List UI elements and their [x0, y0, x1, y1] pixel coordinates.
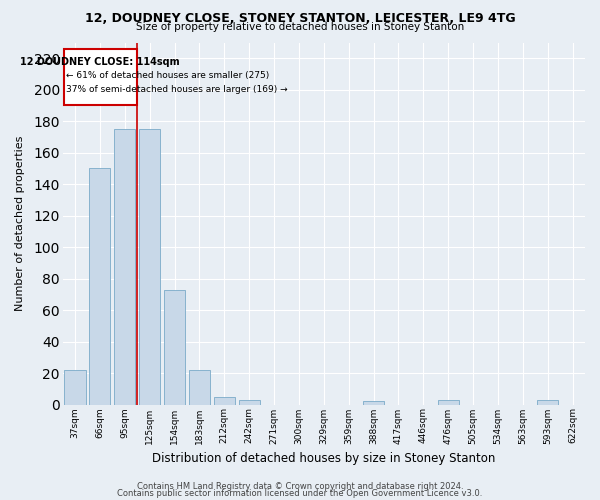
Text: Size of property relative to detached houses in Stoney Stanton: Size of property relative to detached ho…	[136, 22, 464, 32]
Text: 37% of semi-detached houses are larger (169) →: 37% of semi-detached houses are larger (…	[66, 85, 287, 94]
Text: Contains HM Land Registry data © Crown copyright and database right 2024.: Contains HM Land Registry data © Crown c…	[137, 482, 463, 491]
Text: 12 DOUDNEY CLOSE: 114sqm: 12 DOUDNEY CLOSE: 114sqm	[20, 56, 180, 66]
Y-axis label: Number of detached properties: Number of detached properties	[15, 136, 25, 311]
Bar	[437, 400, 459, 404]
FancyBboxPatch shape	[64, 49, 137, 106]
Bar	[139, 129, 160, 404]
Bar	[189, 370, 210, 404]
Text: 12, DOUDNEY CLOSE, STONEY STANTON, LEICESTER, LE9 4TG: 12, DOUDNEY CLOSE, STONEY STANTON, LEICE…	[85, 12, 515, 26]
Text: ← 61% of detached houses are smaller (275): ← 61% of detached houses are smaller (27…	[66, 71, 269, 80]
Bar	[363, 402, 384, 404]
Bar	[214, 396, 235, 404]
Text: Contains public sector information licensed under the Open Government Licence v3: Contains public sector information licen…	[118, 490, 482, 498]
Bar	[89, 168, 110, 404]
Bar	[537, 400, 558, 404]
Bar	[239, 400, 260, 404]
X-axis label: Distribution of detached houses by size in Stoney Stanton: Distribution of detached houses by size …	[152, 452, 496, 465]
Bar	[64, 370, 86, 404]
Bar	[164, 290, 185, 405]
Bar	[114, 129, 136, 404]
